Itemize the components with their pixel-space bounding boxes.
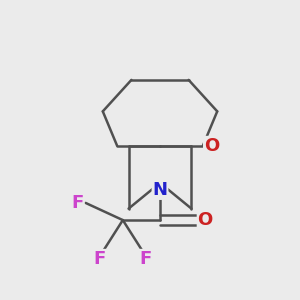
Text: N: N (152, 181, 167, 199)
Text: O: O (198, 211, 213, 229)
Text: O: O (204, 137, 219, 155)
Text: F: F (140, 250, 152, 268)
Text: F: F (71, 194, 84, 212)
Text: F: F (94, 250, 106, 268)
